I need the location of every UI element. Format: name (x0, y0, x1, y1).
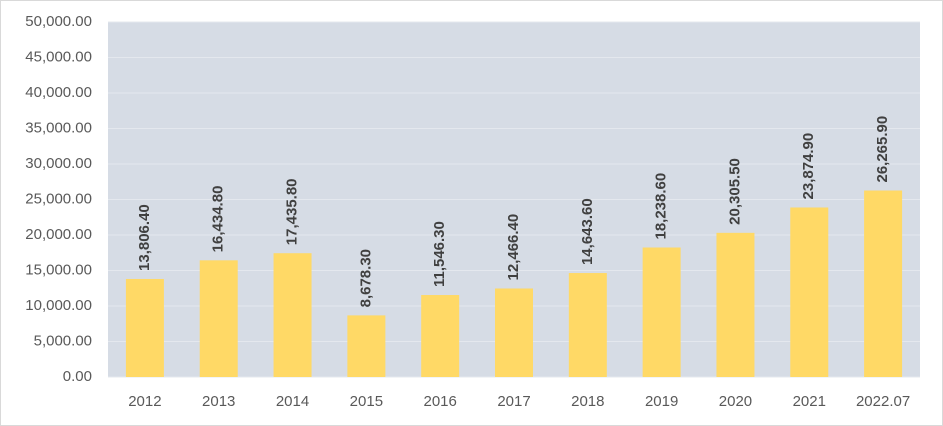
bar (199, 260, 238, 377)
value-label: 16,434.80 (210, 186, 227, 253)
x-tick-label: 2012 (128, 393, 161, 410)
x-tick-label: 2019 (645, 393, 678, 410)
bar (790, 207, 829, 377)
y-tick-label: 45,000.00 (25, 48, 92, 65)
value-label: 12,466.40 (505, 214, 522, 281)
bar (273, 253, 312, 377)
value-label: 14,643.60 (579, 198, 596, 265)
value-label: 23,874.90 (800, 133, 817, 200)
y-tick-label: 50,000.00 (25, 13, 92, 30)
bar (642, 247, 681, 377)
value-label: 26,265.90 (874, 116, 891, 183)
y-tick-label: 15,000.00 (25, 261, 92, 278)
value-label: 17,435.80 (284, 178, 301, 245)
bar (125, 278, 164, 377)
value-label: 20,305.50 (726, 158, 743, 225)
y-tick-label: 30,000.00 (25, 155, 92, 172)
value-label: 18,238.60 (653, 173, 670, 240)
x-tick-label: 2014 (276, 393, 309, 410)
x-tick-label: 2018 (571, 393, 604, 410)
value-label: 8,678.30 (357, 249, 374, 307)
value-label: 13,806.40 (136, 204, 153, 271)
x-tick-label: 2016 (423, 393, 456, 410)
y-tick-label: 5,000.00 (34, 332, 92, 349)
x-tick-label: 2015 (350, 393, 383, 410)
bar (495, 288, 533, 377)
x-tick-label: 2021 (793, 393, 826, 410)
y-tick-label: 25,000.00 (25, 190, 92, 207)
y-tick-label: 10,000.00 (25, 297, 92, 314)
x-tick-label: 2017 (497, 393, 530, 410)
value-label: 11,546.30 (431, 221, 448, 287)
x-tick-label: 2013 (202, 393, 235, 410)
y-tick-label: 40,000.00 (25, 84, 92, 101)
x-tick-label: 2022.07 (856, 393, 910, 410)
bar (347, 315, 386, 377)
x-tick-label: 2020 (719, 393, 752, 410)
y-tick-label: 0.00 (63, 368, 92, 385)
bar (568, 273, 607, 377)
y-tick-label: 20,000.00 (25, 226, 92, 243)
bar (716, 232, 755, 377)
y-tick-label: 35,000.00 (25, 119, 92, 136)
bar (421, 295, 460, 377)
bar (864, 190, 903, 377)
